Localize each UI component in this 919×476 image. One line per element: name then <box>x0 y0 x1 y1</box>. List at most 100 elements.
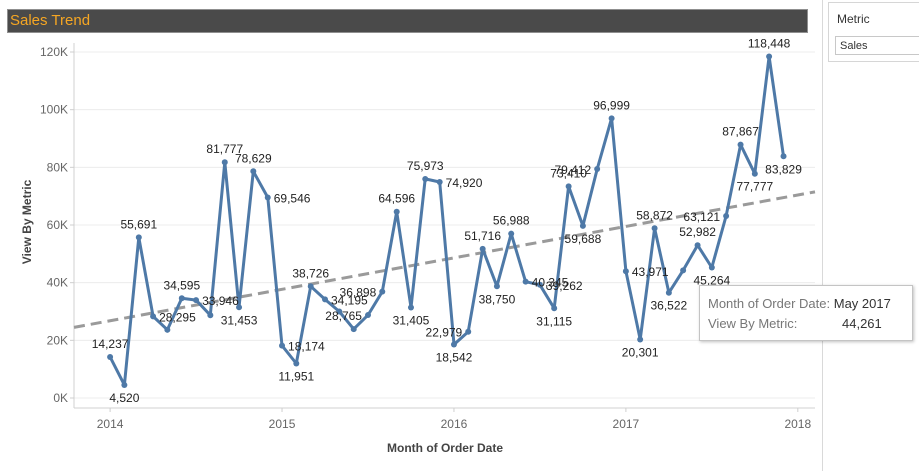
data-label: 45,264 <box>693 273 730 287</box>
data-point <box>350 326 357 333</box>
data-point <box>594 166 601 173</box>
data-label: 81,777 <box>206 142 243 156</box>
data-point <box>250 168 257 175</box>
title-bar: Sales Trend <box>7 9 808 33</box>
data-label: 51,716 <box>464 229 501 243</box>
chart-title: Sales Trend <box>10 12 91 29</box>
data-point <box>236 304 243 311</box>
data-label: 36,898 <box>340 286 377 300</box>
data-point <box>536 281 543 288</box>
data-label: 69,546 <box>274 191 311 205</box>
data-label: 78,629 <box>235 151 272 165</box>
data-point <box>293 360 300 367</box>
metric-parameter-label: Metric <box>837 12 870 26</box>
data-point <box>207 312 214 319</box>
tooltip-date-label: Month of Order Date: <box>708 296 831 311</box>
data-point <box>422 175 429 182</box>
x-tick-label: 2015 <box>269 417 296 431</box>
data-point <box>121 381 128 388</box>
data-point <box>150 313 157 320</box>
y-tick-label: 0K <box>53 391 68 405</box>
data-label: 28,765 <box>325 309 362 323</box>
sales-trend-chart[interactable]: 0K 20K 40K 60K 80K 100K 120K 2014 2015 2016 2017 20… <box>0 34 822 471</box>
data-point <box>436 178 443 185</box>
data-label: 20,301 <box>622 345 659 359</box>
data-point <box>766 53 773 60</box>
data-label: 96,999 <box>593 98 630 112</box>
data-point <box>465 328 472 335</box>
data-label: 83,829 <box>765 162 802 176</box>
data-point <box>393 208 400 215</box>
data-label: 43,971 <box>632 265 669 279</box>
x-axis-title: Month of Order Date <box>387 441 503 455</box>
tooltip-metric-label: View By Metric: <box>708 316 798 331</box>
data-label: 28,295 <box>159 310 196 324</box>
data-point <box>522 278 529 285</box>
data-label: 56,988 <box>493 214 530 228</box>
y-tick-label: 20K <box>47 333 68 347</box>
data-label: 31,405 <box>393 313 430 327</box>
data-point <box>307 283 314 290</box>
data-label: 64,596 <box>378 192 415 206</box>
data-point <box>135 234 142 241</box>
data-point <box>608 115 615 122</box>
data-label: 74,920 <box>446 176 483 190</box>
x-tick-label: 2018 <box>784 417 811 431</box>
tooltip-metric-value: 44,261 <box>842 316 882 331</box>
panel-divider <box>822 0 823 471</box>
metric-parameter-dropdown[interactable]: Sales <box>835 36 919 55</box>
data-label: 34,595 <box>163 278 200 292</box>
y-tick-label: 40K <box>47 276 68 290</box>
y-tick-label: 100K <box>40 103 68 117</box>
x-tick-label: 2017 <box>613 417 640 431</box>
data-point <box>336 308 343 315</box>
data-label: 55,691 <box>120 217 157 231</box>
data-point <box>407 304 414 311</box>
chart-area[interactable]: 0K 20K 40K 60K 80K 100K 120K 2014 2015 2016 2017 20… <box>0 34 822 471</box>
data-point <box>751 170 758 177</box>
data-point <box>221 159 228 166</box>
data-label: 38,750 <box>479 292 516 306</box>
data-label: 79,412 <box>554 163 591 177</box>
data-label: 34,195 <box>331 293 368 307</box>
y-axis-title: View By Metric <box>20 179 34 264</box>
data-label: 40,345 <box>532 276 569 290</box>
grid-layer <box>74 51 815 399</box>
data-point <box>622 268 629 275</box>
y-tick-label: 80K <box>47 160 68 174</box>
trend-line <box>73 190 816 329</box>
data-point <box>551 305 558 312</box>
y-tick-label: 60K <box>47 218 68 232</box>
data-label: 31,115 <box>536 314 572 328</box>
data-point <box>637 336 644 343</box>
data-point <box>493 283 500 290</box>
tooltip-row-date: Month of Order Date: May 2017 <box>708 296 891 311</box>
data-point <box>479 245 486 252</box>
data-point <box>651 225 658 232</box>
data-label: 22,979 <box>426 326 463 340</box>
data-point-tooltip: Month of Order Date: May 2017 View By Me… <box>699 285 913 341</box>
x-tick-label: 2016 <box>441 417 468 431</box>
data-point <box>164 326 171 333</box>
data-point <box>565 183 572 190</box>
data-point <box>107 353 114 360</box>
data-label: 52,982 <box>679 225 716 239</box>
data-label: 18,542 <box>436 351 473 365</box>
data-point <box>579 222 586 229</box>
data-label: 118,448 <box>748 36 791 50</box>
data-label: 59,688 <box>565 232 602 246</box>
data-point <box>708 264 715 271</box>
data-label: 38,726 <box>292 266 329 280</box>
axis-layer: 0K 20K 40K 60K 80K 100K 120K 2014 2015 2016 2017 20… <box>20 43 815 455</box>
data-label: 58,872 <box>636 208 673 222</box>
data-label: 63,121 <box>683 210 720 224</box>
data-label: 11,951 <box>278 370 314 384</box>
data-point <box>737 141 744 148</box>
data-label: 18,174 <box>288 340 325 354</box>
y-tick-label: 120K <box>40 45 68 59</box>
data-point <box>264 194 271 201</box>
data-point <box>694 242 701 249</box>
data-label: 14,237 <box>92 337 129 351</box>
x-tick-label: 2014 <box>97 417 124 431</box>
data-label: 87,867 <box>722 125 759 139</box>
